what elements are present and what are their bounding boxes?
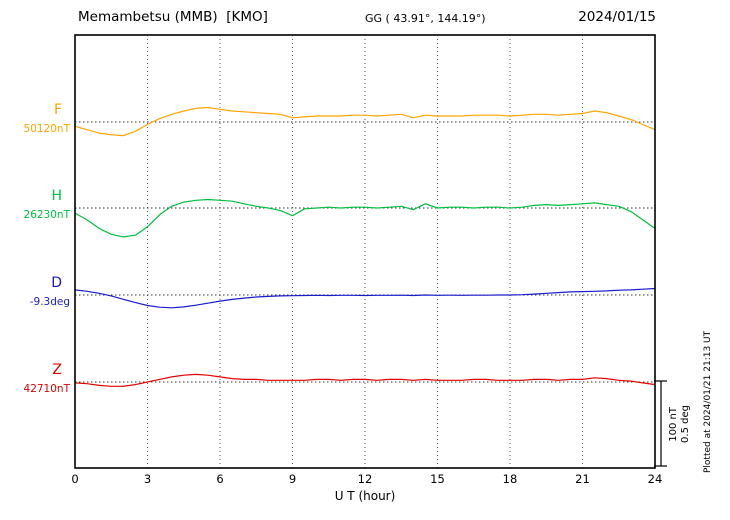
scale-deg-label: 0.5 deg — [680, 405, 691, 443]
x-tick-label-0: 0 — [71, 472, 79, 486]
h-trace — [74, 198, 656, 238]
station-title: Memambetsu (MMB) [KMO] — [78, 9, 268, 25]
x-tick-label-18: 18 — [502, 472, 518, 486]
plot-border — [74, 34, 656, 469]
x-tick-label-12: 12 — [357, 472, 373, 486]
d-trace — [74, 287, 656, 309]
series-label-f: F — [53, 102, 62, 118]
series-label-d: D — [51, 275, 62, 291]
series-baseline-value-z: 42710nT — [23, 383, 70, 395]
geo-coords: GG ( 43.91°, 144.19°) — [365, 12, 486, 25]
series-label-z: Z — [52, 362, 62, 378]
x-axis-title: U T (hour) — [334, 489, 396, 503]
x-tick-label-3: 3 — [143, 472, 152, 486]
series-baseline-value-f: 50120nT — [23, 123, 70, 135]
f-trace — [74, 106, 656, 137]
plotted-at-note: Plotted at 2024/01/21 21:13 UT — [703, 330, 713, 473]
x-tick-label-6: 6 — [216, 472, 224, 486]
series-baseline-value-d: -9.3deg — [29, 296, 70, 308]
x-tick-label-24: 24 — [647, 472, 663, 486]
x-tick-label-21: 21 — [575, 472, 590, 486]
scale-bar-labels: 100 nT 0.5 deg — [668, 385, 692, 463]
scale-nt-label: 100 nT — [668, 406, 679, 442]
x-tick-label-15: 15 — [430, 472, 445, 486]
series-baseline-value-h: 26230nT — [23, 209, 70, 221]
x-tick-label-9: 9 — [288, 472, 297, 486]
plot-date: 2024/01/15 — [578, 9, 656, 25]
series-label-h: H — [51, 188, 62, 204]
z-trace — [74, 373, 656, 387]
